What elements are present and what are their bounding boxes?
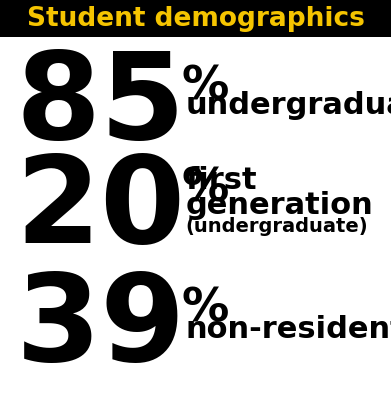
Text: first: first	[186, 166, 257, 195]
Text: %: %	[182, 166, 229, 211]
Text: (undergraduate): (undergraduate)	[186, 217, 368, 236]
Text: 20: 20	[16, 151, 186, 268]
Text: generation: generation	[186, 191, 373, 220]
Text: Student demographics: Student demographics	[27, 6, 364, 32]
Text: %: %	[182, 287, 229, 332]
Text: undergraduate: undergraduate	[186, 91, 391, 120]
Text: 85: 85	[16, 47, 186, 164]
Text: %: %	[182, 65, 229, 110]
FancyBboxPatch shape	[0, 0, 391, 37]
Text: 39: 39	[16, 269, 186, 386]
Text: non-resident: non-resident	[186, 315, 391, 344]
